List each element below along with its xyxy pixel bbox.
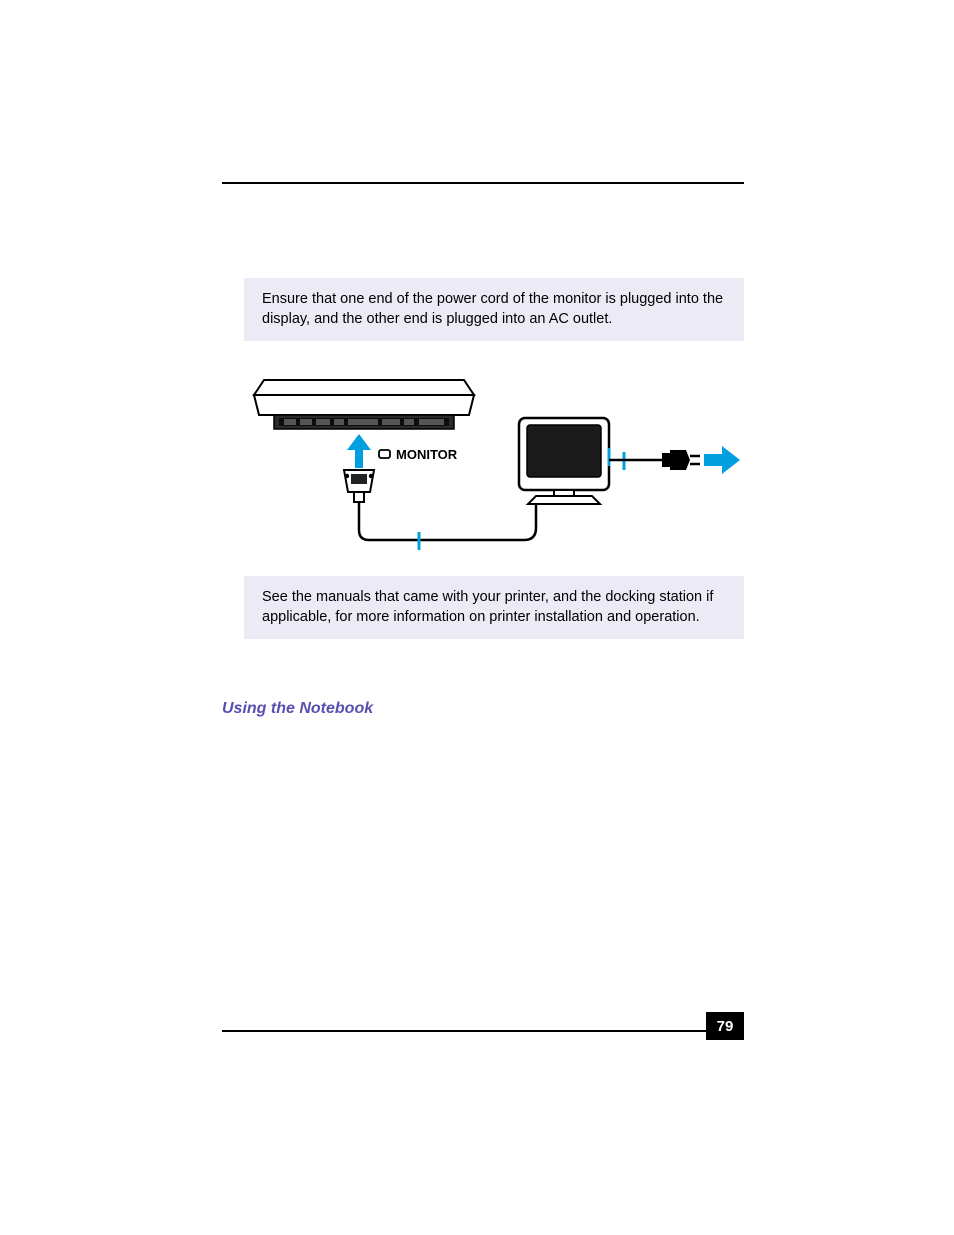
diagram-svg: MONITOR — [244, 370, 744, 560]
up-arrow-icon — [347, 434, 371, 468]
section-heading: Using the Notebook — [222, 700, 373, 718]
vga-connector-icon — [344, 470, 374, 502]
top-rule — [222, 182, 744, 184]
crt-monitor-icon — [519, 418, 609, 504]
monitor-label-text: MONITOR — [396, 447, 458, 462]
connection-diagram: MONITOR — [244, 370, 744, 560]
manual-page: Ensure that one end of the power cord of… — [0, 0, 954, 1235]
page-number: 79 — [706, 1012, 744, 1040]
note-text-2: See the manuals that came with your prin… — [262, 589, 713, 625]
power-plug-icon — [662, 450, 700, 470]
bottom-rule — [222, 1030, 744, 1032]
monitor-port-label: MONITOR — [379, 447, 458, 462]
cable-path — [359, 500, 536, 540]
note-text-1: Ensure that one end of the power cord of… — [262, 291, 723, 327]
right-arrow-icon — [704, 446, 740, 474]
notebook-icon — [254, 380, 474, 429]
note-power-cord: Ensure that one end of the power cord of… — [244, 278, 744, 341]
page-number-text: 79 — [717, 1018, 734, 1035]
note-printer-manuals: See the manuals that came with your prin… — [244, 576, 744, 639]
